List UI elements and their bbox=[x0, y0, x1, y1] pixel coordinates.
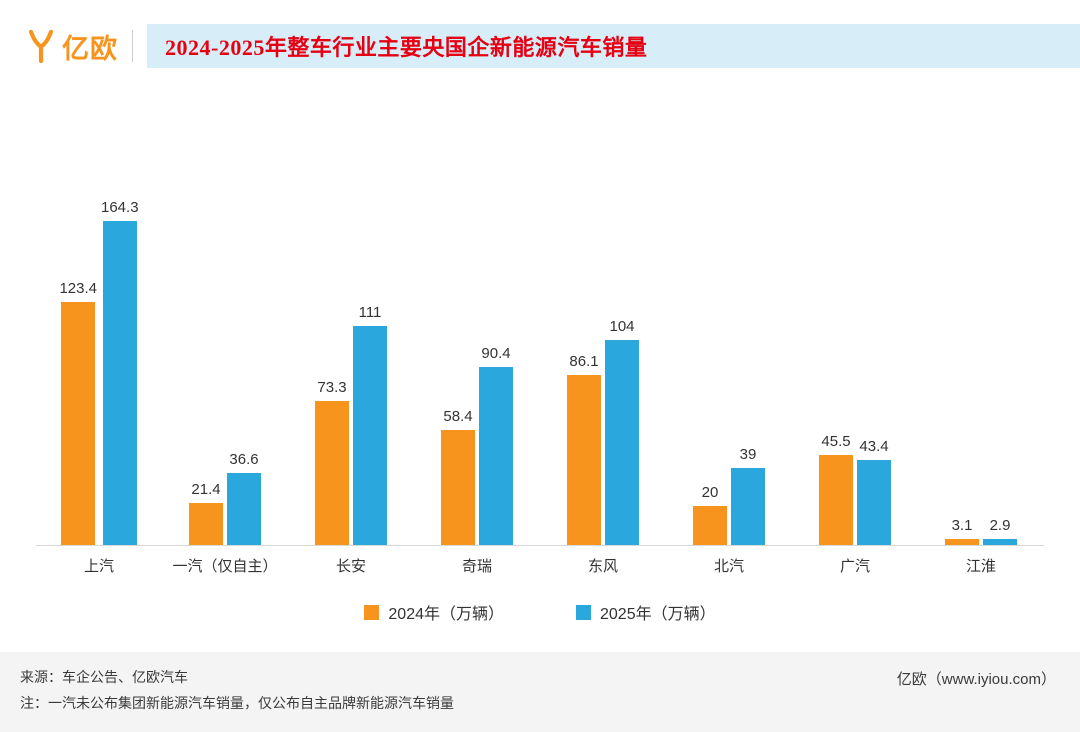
legend: 2024年（万辆） 2025年（万辆） bbox=[36, 600, 1044, 624]
bar bbox=[567, 375, 601, 545]
bar-wrap: 90.4 bbox=[479, 345, 513, 545]
bar-group: 3.1 2.9 bbox=[918, 517, 1044, 545]
category-label: 北汽 bbox=[713, 558, 744, 575]
logo-text: 亿欧 bbox=[62, 33, 118, 64]
value-label: 43.4 bbox=[859, 437, 889, 455]
bar-wrap: 164.3 bbox=[101, 199, 139, 545]
value-label: 58.4 bbox=[443, 407, 473, 425]
value-label: 39 bbox=[739, 446, 757, 464]
bar bbox=[945, 538, 979, 545]
bar bbox=[315, 400, 349, 545]
value-label: 164.3 bbox=[101, 199, 139, 217]
bar bbox=[731, 468, 765, 545]
value-label: 2.9 bbox=[989, 517, 1011, 535]
category-row: 上汽 一汽（仅自主） 长安 奇瑞 东风 北汽 广汽 江淮 bbox=[36, 546, 1044, 576]
value-label: 86.1 bbox=[569, 353, 599, 371]
value-label: 123.4 bbox=[59, 279, 97, 297]
value-label: 104 bbox=[609, 318, 635, 336]
bar bbox=[479, 366, 513, 545]
bar-group: 58.4 90.4 bbox=[414, 345, 540, 545]
bar-wrap: 2.9 bbox=[983, 517, 1017, 545]
value-label: 90.4 bbox=[481, 344, 511, 362]
bar-wrap: 39 bbox=[731, 446, 765, 545]
bar-wrap: 86.1 bbox=[567, 353, 601, 545]
category-label: 上汽 bbox=[83, 558, 114, 575]
bar-group: 123.4 164.3 bbox=[36, 199, 162, 545]
category-label: 一汽（仅自主） bbox=[172, 558, 278, 575]
page-title: 2024-2025年整车行业主要央国企新能源汽车销量 bbox=[165, 35, 648, 60]
legend-item: 2024年（万辆） bbox=[364, 600, 504, 624]
category-label: 江淮 bbox=[965, 558, 996, 575]
bar-wrap: 21.4 bbox=[189, 481, 223, 545]
value-label: 73.3 bbox=[317, 378, 347, 396]
site-credit: 亿欧（www.iyiou.com） bbox=[896, 671, 1056, 689]
bar bbox=[983, 539, 1017, 545]
bar bbox=[61, 301, 96, 545]
bar-wrap: 36.6 bbox=[227, 451, 261, 545]
bar-group: 45.5 43.4 bbox=[792, 433, 918, 545]
category-label: 广汽 bbox=[839, 558, 870, 575]
bar-wrap: 45.5 bbox=[819, 433, 853, 545]
footer-source: 来源：车企公告、亿欧汽车 bbox=[20, 669, 188, 686]
legend-label: 2024年（万辆） bbox=[388, 606, 504, 623]
value-label: 20 bbox=[701, 483, 719, 501]
legend-item: 2025年（万辆） bbox=[576, 600, 716, 624]
footer-note: 注：一汽未公布集团新能源汽车销量，仅公布自主品牌新能源汽车销量 bbox=[20, 695, 454, 712]
bar-wrap: 43.4 bbox=[857, 437, 891, 545]
category-label: 长安 bbox=[335, 558, 366, 575]
bar bbox=[353, 326, 387, 545]
legend-label: 2025年（万辆） bbox=[600, 606, 716, 623]
category-label: 奇瑞 bbox=[461, 558, 492, 575]
bar bbox=[227, 472, 261, 545]
footer-notes: 来源：车企公告、亿欧汽车 注：一汽未公布集团新能源汽车销量，仅公布自主品牌新能源… bbox=[20, 665, 454, 717]
bar-group: 20 39 bbox=[666, 446, 792, 545]
chart: 123.4 164.3 21.4 36.6 73.3 111 58.4 90.4 86.1 104… bbox=[36, 199, 1044, 624]
legend-swatch bbox=[576, 604, 591, 620]
bar bbox=[441, 429, 475, 545]
bar bbox=[102, 221, 137, 545]
title-bar: 2024-2025年整车行业主要央国企新能源汽车销量 bbox=[147, 24, 1080, 68]
footer: 来源：车企公告、亿欧汽车 注：一汽未公布集团新能源汽车销量，仅公布自主品牌新能源… bbox=[0, 652, 1080, 732]
bar-wrap: 73.3 bbox=[315, 379, 349, 545]
value-label: 3.1 bbox=[951, 516, 973, 534]
bar-group: 86.1 104 bbox=[540, 318, 666, 545]
bar bbox=[189, 502, 223, 545]
value-label: 111 bbox=[358, 304, 382, 322]
header: 亿欧 2024-2025年整车行业主要央国企新能源汽车销量 bbox=[26, 24, 1080, 68]
bar-wrap: 20 bbox=[693, 484, 727, 545]
bar-wrap: 104 bbox=[605, 318, 639, 545]
bar bbox=[819, 455, 853, 545]
bar-wrap: 111 bbox=[353, 304, 387, 545]
bar-wrap: 123.4 bbox=[59, 280, 97, 545]
logo: 亿欧 bbox=[26, 27, 118, 66]
value-label: 21.4 bbox=[191, 480, 221, 498]
bar bbox=[693, 505, 727, 545]
bar bbox=[857, 459, 891, 545]
plot-area: 123.4 164.3 21.4 36.6 73.3 111 58.4 90.4 86.1 104… bbox=[36, 199, 1044, 546]
bar-group: 21.4 36.6 bbox=[162, 451, 288, 545]
yiou-logo-icon bbox=[26, 29, 56, 63]
value-label: 45.5 bbox=[821, 433, 851, 451]
bar-wrap: 58.4 bbox=[441, 408, 475, 545]
bar-group: 73.3 111 bbox=[288, 304, 414, 545]
bar-wrap: 3.1 bbox=[945, 517, 979, 545]
legend-swatch bbox=[364, 604, 380, 620]
bar bbox=[605, 340, 639, 545]
category-label: 东风 bbox=[587, 558, 618, 575]
header-divider bbox=[132, 30, 133, 62]
value-label: 36.6 bbox=[229, 450, 259, 468]
